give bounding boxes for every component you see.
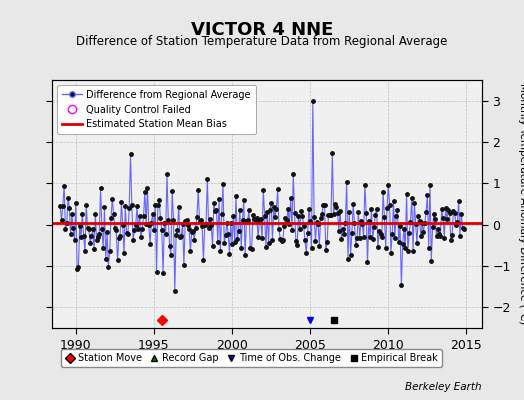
- Text: Difference of Station Temperature Data from Regional Average: Difference of Station Temperature Data f…: [77, 36, 447, 48]
- Legend: Station Move, Record Gap, Time of Obs. Change, Empirical Break: Station Move, Record Gap, Time of Obs. C…: [61, 349, 442, 367]
- Text: Berkeley Earth: Berkeley Earth: [406, 382, 482, 392]
- Y-axis label: Monthly Temperature Anomaly Difference (°C): Monthly Temperature Anomaly Difference (…: [518, 83, 524, 325]
- Text: VICTOR 4 NNE: VICTOR 4 NNE: [191, 21, 333, 39]
- Legend: Difference from Regional Average, Quality Control Failed, Estimated Station Mean: Difference from Regional Average, Qualit…: [57, 85, 256, 134]
